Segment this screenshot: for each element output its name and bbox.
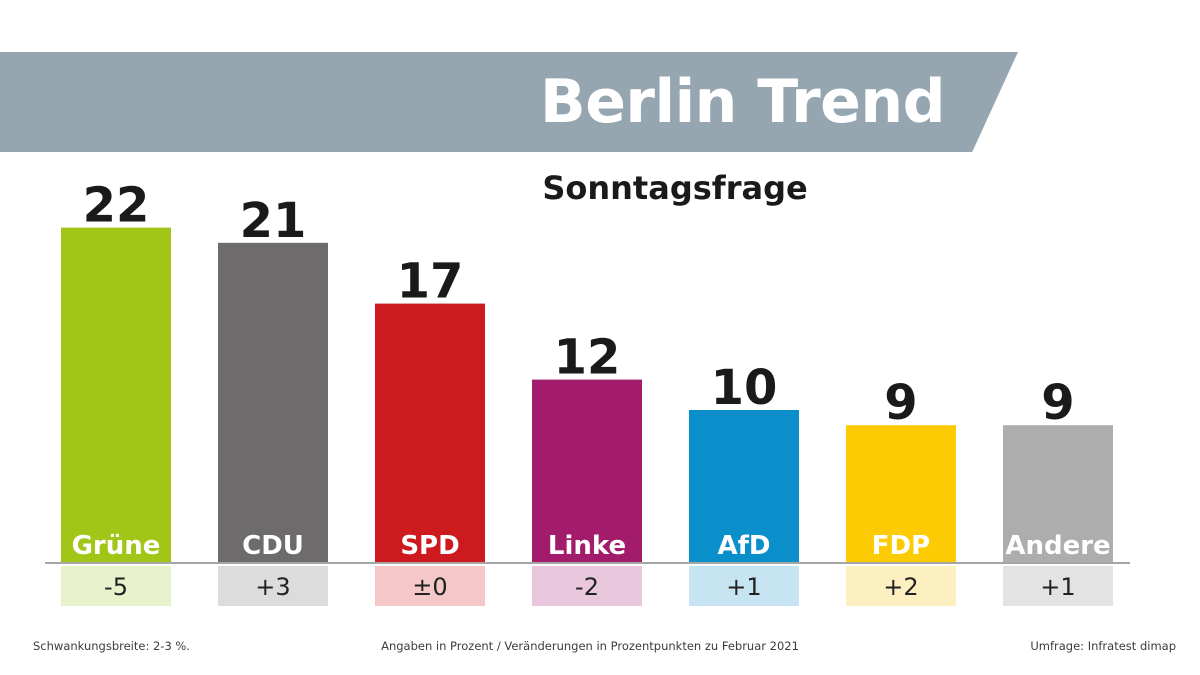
change-box (375, 566, 485, 606)
change-value-label: -5 (104, 573, 128, 601)
change-value-label: +3 (255, 573, 290, 601)
bar (846, 425, 956, 562)
category-label: CDU (242, 531, 304, 561)
change-value-label: ±0 (412, 573, 447, 601)
category-label: Andere (1005, 531, 1110, 561)
change-value-label: +1 (1040, 573, 1075, 601)
bar (218, 242, 328, 563)
source-note: Umfrage: Infratest dimap (1030, 639, 1176, 653)
bar (532, 379, 642, 562)
bar (375, 303, 485, 562)
change-box (1003, 566, 1113, 606)
change-box (689, 566, 799, 606)
bar-value-label: 10 (711, 360, 778, 416)
page-title: Berlin Trend (540, 67, 946, 137)
margin-of-error-note: Schwankungsbreite: 2-3 %. (33, 639, 191, 653)
category-label: AfD (717, 531, 770, 561)
category-label: SPD (400, 531, 459, 561)
bar-value-label: 17 (397, 254, 464, 310)
bar (1003, 425, 1113, 562)
bar-value-label: 22 (83, 178, 150, 234)
bar (61, 227, 171, 562)
bar-value-label: 21 (240, 193, 307, 249)
bar (689, 410, 799, 562)
change-value-label: +1 (726, 573, 761, 601)
change-box (218, 566, 328, 606)
units-note: Angaben in Prozent / Veränderungen in Pr… (381, 639, 799, 653)
category-label: Linke (548, 531, 626, 561)
change-value-label: +2 (883, 573, 918, 601)
change-box (846, 566, 956, 606)
title-banner (0, 52, 1018, 152)
bar-value-label: 12 (554, 330, 621, 386)
change-box (61, 566, 171, 606)
category-label: FDP (872, 531, 930, 561)
change-box (532, 566, 642, 606)
change-value-label: -2 (575, 573, 599, 601)
chart-subtitle: Sonntagsfrage (542, 169, 808, 207)
bar-value-label: 9 (1041, 375, 1074, 431)
bar-value-label: 9 (884, 375, 917, 431)
category-label: Grüne (72, 531, 161, 561)
